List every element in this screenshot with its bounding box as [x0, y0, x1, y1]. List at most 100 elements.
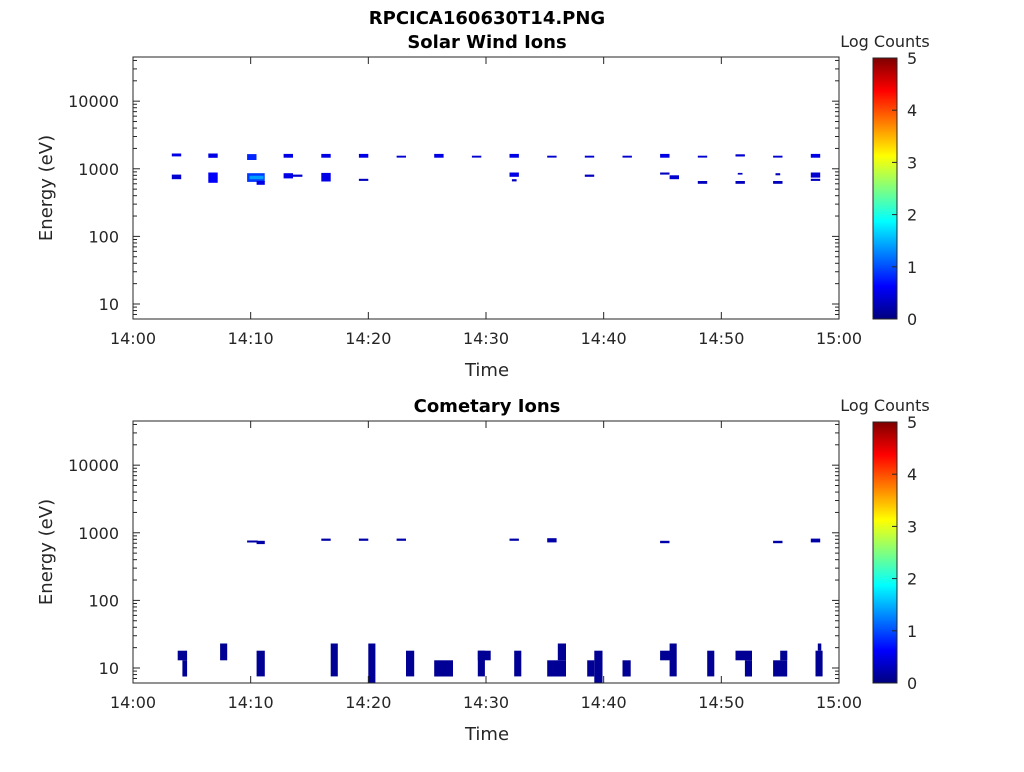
heatmap-cell — [358, 153, 369, 158]
panel-2-title: Cometary Ions — [414, 396, 561, 417]
heatmap-cell — [707, 650, 715, 677]
y-tick-label: 10000 — [68, 92, 119, 111]
colorbar-tick-label: 0 — [907, 310, 917, 329]
heatmap-cell — [737, 172, 743, 175]
heatmap-cell — [773, 155, 783, 158]
colorbar-tick-label: 2 — [907, 206, 917, 225]
heatmap-cell — [594, 650, 603, 683]
heatmap-cell — [773, 181, 783, 184]
colorbar-tick-label: 2 — [907, 570, 917, 589]
heatmap-cell — [511, 179, 517, 182]
colorbar-tick-label: 3 — [907, 153, 917, 172]
heatmap-cell — [509, 538, 519, 541]
heatmap-cell — [584, 155, 595, 158]
heatmap-cell — [810, 178, 821, 181]
heatmap-cell — [557, 643, 566, 661]
colorbar-tick-label: 1 — [907, 622, 917, 641]
x-tick-label: 14:50 — [698, 329, 744, 348]
heatmap-cell — [773, 660, 788, 677]
heatmap-cell — [321, 538, 331, 541]
heatmap-cell — [735, 650, 752, 661]
figure-title: RPCICA160630T14.PNG — [369, 8, 605, 29]
y-tick-label: 10 — [99, 295, 119, 314]
x-tick-label: 14:50 — [698, 693, 744, 712]
heatmap-cell — [396, 155, 406, 158]
x-tick-label: 14:40 — [581, 693, 627, 712]
heatmap-cell — [773, 540, 783, 544]
panel-1-ticks: 14:00 14:10 14:20 14:30 14:40 14:50 15:00 10 100… — [68, 57, 862, 348]
heatmap-cell — [256, 181, 265, 185]
y-tick-label: 10000 — [68, 456, 119, 475]
heatmap-cell — [735, 154, 745, 157]
heatmap-cell — [735, 181, 745, 184]
heatmap-cell — [660, 540, 670, 544]
heatmap-cell — [547, 155, 557, 158]
heatmap-cell — [669, 643, 677, 677]
colorbar-2 — [872, 421, 898, 684]
heatmap-cell — [817, 643, 822, 651]
panel-1-xlabel: Time — [464, 360, 509, 381]
heatmap-cell — [775, 173, 781, 176]
panel-1-cells — [171, 153, 821, 185]
colorbar-1 — [872, 57, 898, 320]
heatmap-cell — [622, 660, 631, 677]
heatmap-cell — [780, 650, 788, 661]
panel-2-cells — [177, 538, 823, 683]
panel-1-axes-box — [132, 56, 840, 320]
heatmap-cell — [660, 650, 671, 661]
colorbar-tick-label: 4 — [907, 101, 917, 120]
x-tick-label: 15:00 — [816, 329, 862, 348]
y-tick-label: 10 — [99, 659, 119, 678]
colorbar-1-ticks: 0 1 2 3 4 5 — [892, 49, 917, 329]
heatmap-cell — [293, 174, 303, 177]
y-tick-label: 1000 — [78, 160, 119, 179]
x-tick-label: 14:20 — [345, 329, 391, 348]
heatmap-cell — [171, 153, 182, 157]
heatmap-cell — [514, 650, 522, 677]
colorbar-tick-label: 0 — [907, 674, 917, 693]
heatmap-cell — [358, 178, 369, 181]
heatmap-cell — [171, 174, 182, 180]
colorbar-2-label: Log Counts — [840, 396, 930, 415]
heatmap-cell — [177, 650, 188, 661]
heatmap-cell — [208, 153, 218, 158]
y-tick-label: 100 — [88, 227, 119, 246]
colorbar-tick-label: 5 — [907, 49, 917, 68]
heatmap-cell — [810, 172, 821, 178]
heatmap-cell — [547, 660, 566, 677]
panel-1-title: Solar Wind Ions — [407, 32, 566, 53]
heatmap-cell — [434, 660, 453, 677]
y-tick-label: 100 — [88, 591, 119, 610]
heatmap-cell — [697, 181, 708, 184]
heatmap-cell — [669, 175, 679, 180]
heatmap-cell — [330, 643, 338, 677]
panel-1-ylabel: Energy (eV) — [36, 135, 57, 241]
heatmap-cell — [584, 174, 595, 177]
heatmap-cell — [283, 173, 293, 179]
heatmap-cell — [622, 155, 632, 158]
heatmap-cell — [547, 538, 557, 543]
x-tick-label: 14:40 — [581, 329, 627, 348]
heatmap-cell — [321, 153, 331, 158]
panel-2-xlabel: Time — [464, 724, 509, 745]
y-tick-label: 1000 — [78, 524, 119, 543]
colorbar-tick-label: 1 — [907, 258, 917, 277]
heatmap-cell — [247, 540, 258, 543]
x-tick-label: 14:10 — [228, 693, 274, 712]
panel-2-axes-box — [132, 420, 840, 684]
heatmap-cell — [810, 153, 821, 158]
heatmap-cell — [249, 175, 264, 180]
x-tick-label: 14:10 — [228, 329, 274, 348]
heatmap-cell — [256, 540, 265, 545]
heatmap-cell — [368, 643, 376, 683]
colorbar-tick-label: 3 — [907, 517, 917, 536]
colorbar-2-ticks: 0 1 2 3 4 5 — [892, 413, 917, 693]
heatmap-cell — [509, 153, 519, 158]
heatmap-cell — [256, 650, 265, 677]
x-tick-label: 14:30 — [463, 329, 509, 348]
heatmap-cell — [247, 154, 257, 160]
x-tick-label: 14:00 — [110, 693, 156, 712]
heatmap-cell — [744, 660, 752, 677]
